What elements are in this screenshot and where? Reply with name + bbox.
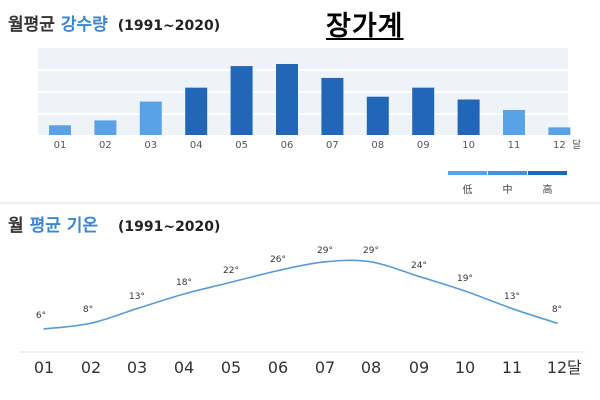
x-tick-06: 06 [281,140,294,151]
data-point-01 [43,328,45,330]
data-point-04 [183,293,185,295]
x-unit-label: 달 [572,139,581,151]
data-point-11 [511,307,513,310]
temperature-series-line [43,259,558,330]
x-tick-07: 07 [326,140,339,151]
data-label-11: 13° [504,292,520,302]
precipitation-title: 월평균 강수량 (1991~2020) [8,10,220,35]
data-label-03: 13° [129,292,145,302]
data-label-12: 8° [552,305,562,315]
temperature-title-highlight: 평균 기온 [29,216,99,236]
data-point-07 [324,261,326,263]
data-point-03 [136,307,138,310]
x-tick-10: 10 [455,358,475,377]
data-point-09 [418,275,420,278]
x-tick-03: 03 [144,140,157,151]
x-tick-02: 02 [81,358,101,377]
bar-09 [412,87,435,135]
data-label-06: 26° [270,255,286,265]
data-point-10 [464,290,466,292]
temperature-title: 월 평균 기온 (1991~2020) [8,211,220,236]
x-tick-05: 05 [235,140,248,151]
legend-swatch-0 [448,171,487,175]
x-tick-11: 11 [502,358,522,377]
data-label-10: 19° [457,274,473,284]
x-tick-07: 07 [315,358,335,377]
data-point-02 [90,322,92,324]
data-point-12 [556,322,558,324]
data-label-02: 8° [83,305,93,315]
x-tick-10: 10 [462,140,475,151]
temperature-title-period: (1991~2020) [117,219,221,235]
data-point-08 [370,261,372,263]
bar-01 [49,125,71,135]
x-tick-03: 03 [127,358,147,377]
data-label-04: 18° [176,278,192,288]
data-point-05 [230,281,232,284]
bar-03 [139,101,162,135]
data-label-08: 29° [363,246,379,256]
bar-11 [503,109,525,135]
x-tick-12: 12 [547,358,567,377]
bar-02 [94,120,117,135]
legend-label-0: 低 [463,183,473,196]
x-tick-06: 06 [268,358,288,377]
data-label-07: 29° [317,246,333,256]
x-tick-11: 11 [508,140,521,151]
x-tick-02: 02 [99,140,112,151]
precipitation-title-highlight: 강수량 [60,15,108,35]
legend-label-1: 中 [503,183,513,196]
x-tick-12: 12 [553,140,566,151]
precipitation-title-prefix: 월평균 [8,15,55,35]
data-label-01: 6° [36,311,46,321]
precipitation-bar-chart: 01 02 03 04 05 06 07 08 09 10 11 12 달 低 中 高 [38,48,581,196]
x-tick-05: 05 [221,358,241,377]
bar-06 [276,64,298,135]
x-tick-04: 04 [174,358,194,377]
precipitation-title-period: (1991~2020) [117,18,221,34]
bar-04 [185,87,208,135]
x-tick-09: 09 [409,358,429,377]
bar-12 [548,127,571,135]
x-tick-04: 04 [190,140,203,151]
x-tick-01: 01 [54,140,67,151]
data-point-06 [277,269,279,272]
bar-08 [366,96,389,135]
section-divider [0,202,600,204]
x-tick-09: 09 [417,140,430,151]
x-unit-label: 달 [567,358,582,377]
x-tick-08: 08 [361,358,381,377]
x-tick-01: 01 [34,358,54,377]
bar-07 [321,77,344,135]
bar-05 [230,66,253,135]
bar-10 [457,99,480,135]
data-label-05: 22° [223,266,239,276]
legend-swatch-2 [528,171,567,175]
temperature-title-prefix: 월 [8,216,24,236]
region-name: 장가계 [326,11,404,42]
data-label-09: 24° [411,261,427,271]
legend-label-2: 高 [543,183,553,196]
legend-swatch-1 [488,171,527,175]
x-tick-08: 08 [371,140,384,151]
